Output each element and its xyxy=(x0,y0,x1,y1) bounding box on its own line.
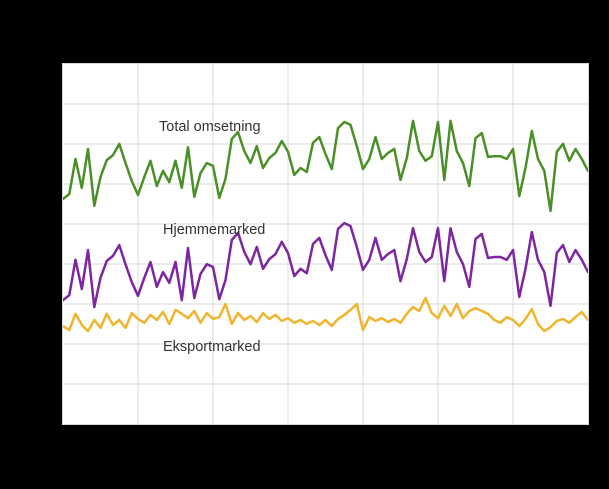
series-label-hjemmemarked: Hjemmemarked xyxy=(163,222,266,238)
series-label-eksportmarked: Eksportmarked xyxy=(163,339,261,355)
series-line-hjemmemarked xyxy=(63,221,588,309)
series-line-eksportmarked xyxy=(63,296,588,333)
series-line-total-omsetning xyxy=(63,119,588,213)
line-chart xyxy=(63,64,588,424)
plot-area: Total omsetning Hjemmemarked Eksportmark… xyxy=(62,63,589,425)
series-label-total-omsetning: Total omsetning xyxy=(159,119,261,135)
